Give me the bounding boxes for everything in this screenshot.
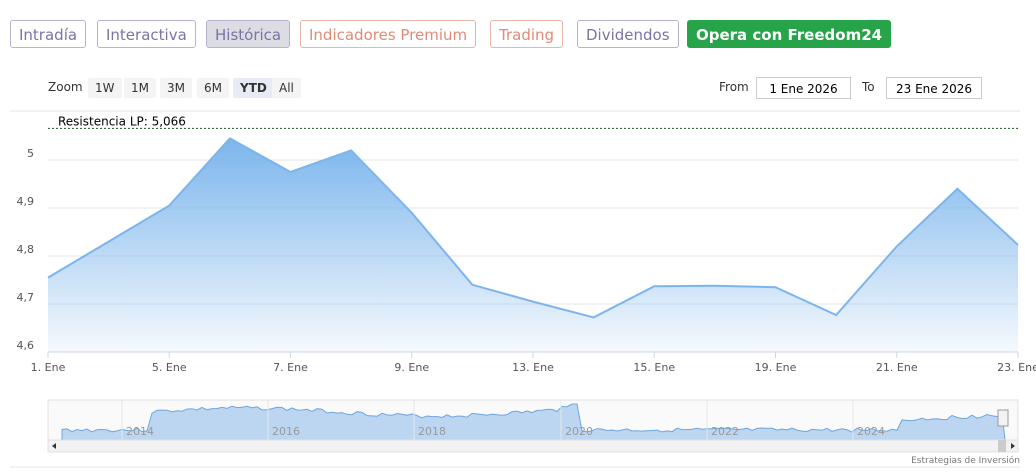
navigator-year: 2016: [272, 425, 300, 438]
scrollbar-thumb: [998, 440, 1006, 452]
navigator-year: 2024: [857, 425, 885, 438]
tab[interactable]: Indicadores Premium: [300, 20, 477, 48]
y-tick-label: 4,7: [17, 291, 35, 304]
zoom-button[interactable]: 1W: [88, 78, 122, 98]
tab[interactable]: Trading: [490, 20, 564, 48]
x-tick-label: 5. Ene: [152, 361, 187, 374]
x-tick-label: 13. Ene: [512, 361, 554, 374]
y-tick-label: 4,9: [17, 195, 35, 208]
line: [47, 137, 1019, 319]
navigator-year: 2022: [711, 425, 739, 438]
y-tick-label: 5: [27, 147, 34, 160]
zoom-button[interactable]: 6M: [197, 78, 229, 98]
to-label: To: [862, 80, 875, 94]
tab[interactable]: Dividendos: [577, 20, 679, 48]
from-input[interactable]: 1 Ene 2026: [756, 77, 851, 99]
area: [48, 138, 1018, 352]
from-label: From: [719, 80, 749, 94]
tab[interactable]: Interactiva: [97, 20, 196, 48]
tab[interactable]: Intradía: [10, 20, 87, 48]
scroll-right: [1011, 443, 1015, 449]
navigator-area: [61, 403, 1006, 441]
zoom-label: Zoom: [48, 80, 83, 94]
zoom-button[interactable]: 1M: [124, 78, 156, 98]
x-tick-label: 15. Ene: [633, 361, 675, 374]
tab[interactable]: Opera con Freedom24: [687, 20, 892, 48]
x-tick-label: 21. Ene: [876, 361, 918, 374]
navigator-year: 2020: [565, 425, 593, 438]
zoom-button[interactable]: 3M: [160, 78, 192, 98]
tab[interactable]: Histórica: [206, 20, 291, 48]
scrollbar: [47, 439, 1019, 453]
scroll-left: [52, 443, 56, 449]
credit: Estrategias de Inversión: [911, 455, 1020, 466]
zoom-button[interactable]: YTD: [233, 78, 274, 98]
y-tick-label: 4,6: [17, 339, 35, 352]
x-tick-label: 7. Ene: [273, 361, 308, 374]
x-tick-label: 9. Ene: [394, 361, 429, 374]
zoom-button[interactable]: All: [272, 78, 301, 98]
y-tick-label: 4,8: [17, 243, 35, 256]
to-input[interactable]: 23 Ene 2026: [886, 77, 982, 99]
x-tick-label: 23. Ene: [997, 361, 1036, 374]
navigator-year: 2014: [126, 425, 154, 438]
navigator-handle: [997, 409, 1009, 427]
navigator-year: 2018: [418, 425, 446, 438]
x-tick-label: 19. Ene: [755, 361, 797, 374]
x-tick-label: 1. Ene: [31, 361, 66, 374]
resistance-label: Resistencia LP: 5,066: [58, 114, 186, 128]
